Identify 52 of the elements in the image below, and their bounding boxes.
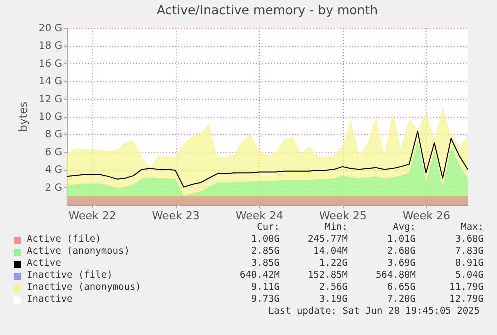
text: 564.80M <box>374 270 416 282</box>
y-tick-label: 8 G <box>45 130 62 141</box>
text: Min: <box>324 222 348 234</box>
text: 2.68G <box>386 246 416 258</box>
y-tick-label: 10 G <box>38 112 62 123</box>
y-tick-label: 18 G <box>38 41 62 52</box>
chart-title: Active/Inactive memory - by month <box>156 2 378 18</box>
text: 8.91G <box>454 258 484 270</box>
text: 9.73G <box>250 294 280 306</box>
x-tick-label: Week 22 <box>68 210 116 222</box>
legend-label: Active (file) <box>27 234 102 246</box>
y-tick-label: 2 G <box>45 182 62 194</box>
text: 12.79G <box>448 294 484 306</box>
y-tick-label: 20 G <box>38 24 62 34</box>
legend-label: Inactive <box>27 294 73 306</box>
legend-label: Inactive (file) <box>27 270 113 282</box>
legend-label: Active (anonymous) <box>27 246 130 258</box>
text: 7.83G <box>454 246 484 258</box>
text: Last update: Sat Jun 28 19:45:05 2025 <box>267 306 481 318</box>
text: 1.22G <box>318 258 348 270</box>
text: 2.56G <box>318 282 348 294</box>
y-tick-label: 16 G <box>38 58 62 70</box>
text: 640.42M <box>238 270 280 282</box>
text: Max: <box>460 222 484 234</box>
text: 5.04G <box>454 270 484 282</box>
text: 1.00G <box>250 234 280 246</box>
text: Avg: <box>392 222 416 234</box>
x-tick-label: Week 25 <box>319 210 368 222</box>
y-tick-label: 4 G <box>45 165 62 176</box>
text: 2.85G <box>250 246 280 258</box>
text: 7.20G <box>386 294 416 306</box>
y-axis-title: bytes <box>16 102 30 132</box>
x-tick-label: Week 26 <box>402 210 451 222</box>
text: 152.85M <box>306 270 348 282</box>
y-tick-label: 6 G <box>45 147 62 158</box>
text: 1.01G <box>386 234 416 246</box>
text: 3.19G <box>318 294 348 306</box>
text: 6.65G <box>386 282 416 294</box>
text: Cur: <box>256 222 280 234</box>
y-tick-label: 12 G <box>38 94 62 106</box>
x-tick-label: Week 23 <box>152 210 200 222</box>
y-tick-label: 14 G <box>38 76 62 88</box>
text: 14.04M <box>312 246 348 258</box>
text: 3.68G <box>454 234 484 246</box>
text: 11.79G <box>448 282 484 294</box>
x-tick-label: Week 24 <box>236 210 284 222</box>
text: 9.11G <box>250 282 280 294</box>
legend-label: Active <box>27 258 62 270</box>
text: 3.85G <box>250 258 280 270</box>
text: 245.77M <box>306 234 348 246</box>
legend-label: Inactive (anonymous) <box>27 282 142 294</box>
text: 3.69G <box>386 258 416 270</box>
